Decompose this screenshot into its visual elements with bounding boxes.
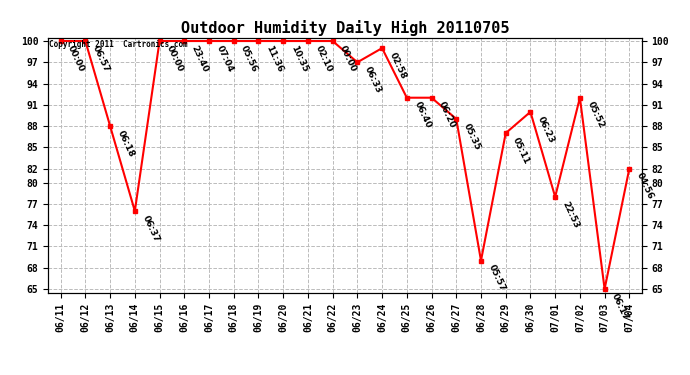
Text: 06:57: 06:57 xyxy=(91,44,111,74)
Title: Outdoor Humidity Daily High 20110705: Outdoor Humidity Daily High 20110705 xyxy=(181,20,509,36)
Text: 00:00: 00:00 xyxy=(338,44,358,73)
Text: 05:11: 05:11 xyxy=(511,136,531,165)
Text: 05:57: 05:57 xyxy=(486,263,506,293)
Text: 04:56: 04:56 xyxy=(635,171,655,201)
Text: 06:40: 06:40 xyxy=(413,100,433,130)
Text: 05:52: 05:52 xyxy=(585,100,606,130)
Text: 06:33: 06:33 xyxy=(363,65,383,95)
Text: 07:04: 07:04 xyxy=(215,44,235,74)
Text: 06:20: 06:20 xyxy=(437,100,457,130)
Text: 00:00: 00:00 xyxy=(165,44,185,73)
Text: 02:58: 02:58 xyxy=(388,51,408,81)
Text: Copyright 2011  Cartronics.com: Copyright 2011 Cartronics.com xyxy=(50,40,188,49)
Text: 02:10: 02:10 xyxy=(313,44,334,74)
Text: 06:17: 06:17 xyxy=(610,292,631,321)
Text: 22:53: 22:53 xyxy=(561,200,581,230)
Text: 06:18: 06:18 xyxy=(116,129,136,159)
Text: 23:40: 23:40 xyxy=(190,44,210,74)
Text: 06:23: 06:23 xyxy=(536,115,556,144)
Text: 11:36: 11:36 xyxy=(264,44,284,74)
Text: 05:56: 05:56 xyxy=(239,44,259,74)
Text: 05:35: 05:35 xyxy=(462,122,482,152)
Text: 00:00: 00:00 xyxy=(66,44,86,73)
Text: 10:35: 10:35 xyxy=(288,44,309,74)
Text: 06:37: 06:37 xyxy=(140,214,161,244)
